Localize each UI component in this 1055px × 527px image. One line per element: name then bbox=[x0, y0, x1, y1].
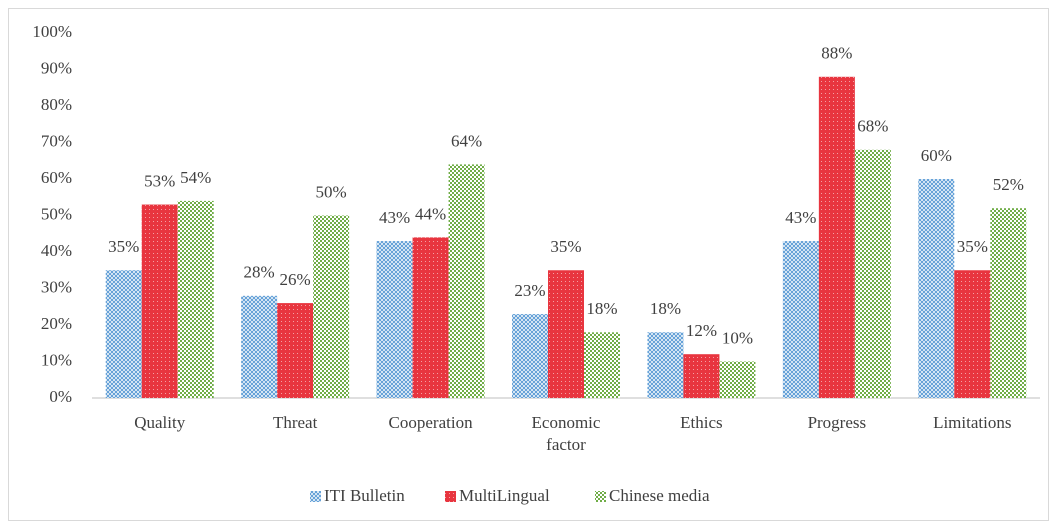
y-tick-label: 40% bbox=[41, 241, 72, 260]
x-tick-label: Cooperation bbox=[388, 413, 473, 432]
data-label: 12% bbox=[686, 321, 717, 340]
data-label: 64% bbox=[451, 131, 482, 150]
bar bbox=[141, 204, 178, 398]
data-label: 35% bbox=[957, 237, 988, 256]
data-label: 43% bbox=[785, 208, 816, 227]
bar bbox=[854, 149, 891, 398]
data-label: 10% bbox=[722, 328, 753, 347]
bar bbox=[818, 76, 855, 399]
legend-label: Chinese media bbox=[609, 486, 710, 505]
x-tick-label-box: Limitations bbox=[933, 413, 1012, 432]
legend-label: ITI Bulletin bbox=[324, 486, 405, 505]
bar bbox=[719, 361, 756, 398]
data-label: 54% bbox=[180, 168, 211, 187]
x-tick-label-box: Cooperation bbox=[388, 413, 473, 432]
bar bbox=[954, 270, 991, 398]
y-tick-label: 60% bbox=[41, 168, 72, 187]
y-tick-label: 10% bbox=[41, 350, 72, 369]
y-tick-label: 30% bbox=[41, 277, 72, 296]
data-label: 18% bbox=[650, 299, 681, 318]
data-label: 53% bbox=[144, 171, 175, 190]
bar bbox=[647, 332, 684, 398]
x-tick-label-box: Quality bbox=[134, 413, 186, 432]
x-tick-label-box: Ethics bbox=[680, 413, 723, 432]
data-label: 44% bbox=[415, 204, 446, 223]
bar bbox=[105, 270, 142, 398]
bar bbox=[177, 200, 214, 398]
bar bbox=[313, 215, 350, 398]
x-tick-label-box: Threat bbox=[272, 413, 318, 432]
data-label: 60% bbox=[921, 146, 952, 165]
data-label: 88% bbox=[821, 44, 852, 63]
data-label: 18% bbox=[586, 299, 617, 318]
bar bbox=[512, 314, 548, 398]
x-tick-label-box: Progress bbox=[807, 413, 867, 432]
bar bbox=[683, 354, 720, 398]
y-tick-label: 70% bbox=[41, 131, 72, 150]
bar bbox=[990, 208, 1027, 398]
bar bbox=[376, 241, 413, 398]
legend-label: MultiLingual bbox=[459, 486, 550, 505]
y-tick-label: 50% bbox=[41, 204, 72, 223]
data-label: 50% bbox=[316, 182, 347, 201]
bar bbox=[918, 179, 955, 398]
data-label: 26% bbox=[280, 270, 311, 289]
data-label: 35% bbox=[550, 237, 581, 256]
y-tick-label: 100% bbox=[32, 22, 72, 41]
y-tick-label: 90% bbox=[41, 58, 72, 77]
data-label: 43% bbox=[379, 208, 410, 227]
bar bbox=[412, 237, 449, 398]
y-tick-label: 80% bbox=[41, 95, 72, 114]
legend-swatch bbox=[310, 491, 321, 502]
data-label: 68% bbox=[857, 117, 888, 136]
legend-swatch bbox=[445, 491, 456, 502]
bar bbox=[782, 241, 819, 398]
y-tick-label: 0% bbox=[49, 387, 72, 406]
data-label: 23% bbox=[514, 281, 545, 300]
bar bbox=[241, 295, 278, 398]
bar bbox=[448, 164, 485, 398]
x-tick-label: Quality bbox=[134, 413, 186, 432]
bar bbox=[277, 303, 314, 398]
x-tick-label-box: Economic factor bbox=[531, 413, 601, 454]
x-tick-label: Limitations bbox=[933, 413, 1012, 432]
x-tick-label: Progress bbox=[807, 413, 867, 432]
bar bbox=[548, 270, 584, 398]
x-tick-label: Ethics bbox=[680, 413, 723, 432]
data-label: 28% bbox=[244, 263, 275, 282]
x-tick-label: Economic factor bbox=[531, 413, 601, 454]
x-tick-label: Threat bbox=[272, 413, 318, 432]
legend-swatch bbox=[595, 491, 606, 502]
y-tick-label: 20% bbox=[41, 314, 72, 333]
data-label: 35% bbox=[108, 237, 139, 256]
data-label: 52% bbox=[993, 175, 1024, 194]
bar bbox=[584, 332, 620, 398]
